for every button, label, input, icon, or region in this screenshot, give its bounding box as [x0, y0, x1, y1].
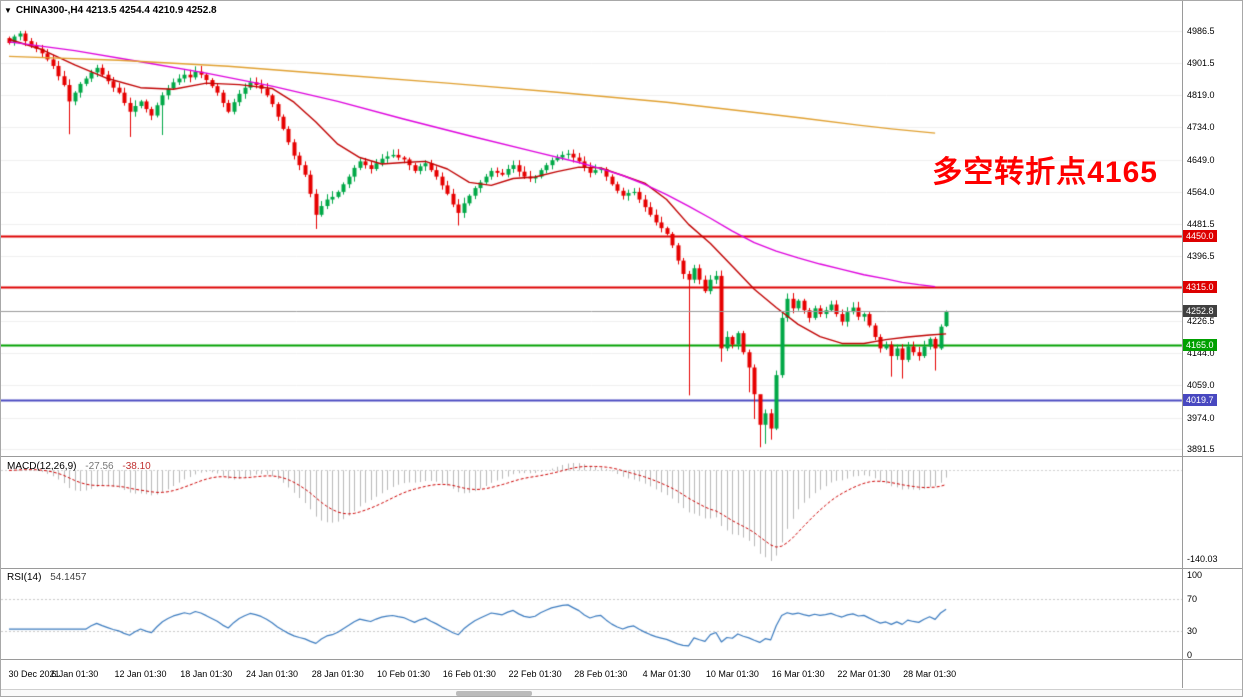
hline-price-label: 4450.0 [1183, 229, 1217, 242]
price-tick-label: 4144.0 [1187, 347, 1215, 358]
rsi-value: 54.1457 [50, 572, 87, 583]
symbol-title-bar: ▼ CHINA300-,H4 4213.5 4254.4 4210.9 4252… [4, 5, 217, 16]
rsi-axis-label: 70 [1187, 594, 1198, 604]
macd-name: MACD(12,26,9) [7, 461, 77, 472]
macd-main-value: -27.56 [85, 461, 114, 472]
horizontal-scrollbar-thumb[interactable] [456, 691, 532, 696]
price-tick-label: 4059.0 [1187, 380, 1215, 391]
date-label: 10 Feb 01:30 [377, 669, 431, 679]
date-label: 24 Jan 01:30 [246, 669, 299, 679]
chart-annotation-text[interactable]: 多空转折点4165 [932, 156, 1158, 189]
macd-axis-min-label: -140.03 [1187, 554, 1218, 564]
panel-separator [1, 568, 1242, 569]
date-label: 22 Mar 01:30 [837, 669, 891, 679]
price-axis-line [1182, 1, 1183, 688]
date-label: 28 Feb 01:30 [574, 669, 628, 679]
date-label: 12 Jan 01:30 [114, 669, 167, 679]
date-label: 22 Feb 01:30 [508, 669, 562, 679]
price-tick-label: 4481.5 [1187, 218, 1215, 229]
price-tick-label: 4226.5 [1187, 316, 1215, 327]
hline-price-label: 4315.0 [1183, 281, 1217, 294]
date-label: 16 Mar 01:30 [771, 669, 825, 679]
date-label: 28 Mar 01:30 [903, 669, 957, 679]
symbol-dropdown-icon[interactable]: ▼ [4, 5, 12, 15]
date-label: 6 Jan 01:30 [51, 669, 99, 679]
price-tick-label: 4564.0 [1187, 187, 1215, 198]
panel-separator [1, 659, 1242, 660]
rsi-name: RSI(14) [7, 572, 42, 583]
rsi-axis-label: 0 [1187, 650, 1193, 660]
price-tick-label: 4819.0 [1187, 89, 1215, 100]
rsi-indicator-label: RSI(14) 54.1457 [7, 572, 86, 583]
rsi-axis-label: 100 [1187, 570, 1203, 580]
macd-signal-value: -38.10 [122, 461, 151, 472]
hline-price-label: 4019.7 [1183, 394, 1217, 407]
price-tick-label: 4986.5 [1187, 26, 1215, 36]
hline-price-label: 4165.0 [1183, 338, 1217, 351]
price-tick-label: 4901.5 [1187, 58, 1215, 69]
date-label: 18 Jan 01:30 [180, 669, 233, 679]
date-label: 10 Mar 01:30 [705, 669, 759, 679]
symbol-ohlc-title: CHINA300-,H4 4213.5 4254.4 4210.9 4252.8 [15, 5, 217, 16]
price-tick-label: 4649.0 [1187, 154, 1215, 165]
macd-indicator-label: MACD(12,26,9) -27.56 -38.10 [7, 461, 151, 472]
price-tick-label: 3891.5 [1187, 444, 1215, 454]
date-label: 30 Dec 2021 [8, 669, 60, 679]
rsi-axis-label: 30 [1187, 626, 1198, 636]
date-label: 4 Mar 01:30 [642, 669, 691, 679]
price-tick-label: 3974.0 [1187, 412, 1215, 423]
price-tick-label: 4396.5 [1187, 251, 1215, 262]
panel-separator [1, 456, 1242, 457]
price-tick-label: 4734.0 [1187, 122, 1215, 133]
horizontal-scrollbar [1, 689, 1242, 696]
date-label: 28 Jan 01:30 [311, 669, 364, 679]
bid-price-label: 4252.8 [1183, 305, 1217, 318]
date-label: 16 Feb 01:30 [442, 669, 496, 679]
